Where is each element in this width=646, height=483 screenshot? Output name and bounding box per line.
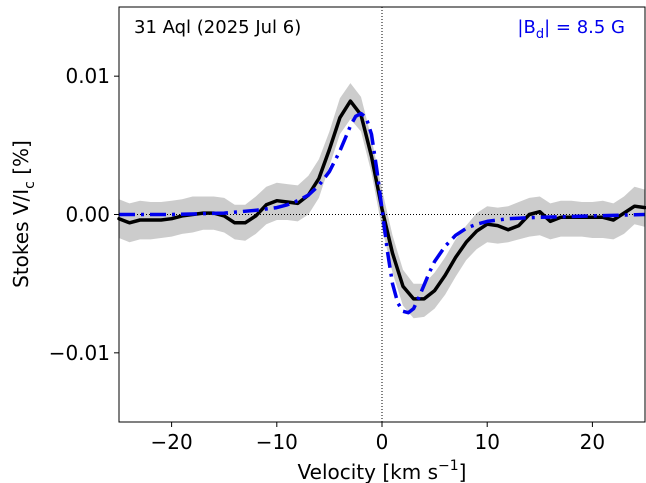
y-axis-label: Stokes V/Ic [%] — [9, 140, 38, 288]
observed-profile-line — [117, 99, 646, 301]
model-profile-line — [119, 111, 646, 315]
x-tick-label: −10 — [256, 430, 298, 454]
axis-ticks: −20 −10 0 10 20 0.01 0.00 −0.01 — [49, 64, 605, 454]
y-tick-label: 0.01 — [65, 64, 110, 88]
x-axis-label: Velocity [km s−1] — [298, 458, 467, 483]
y-tick-label: −0.01 — [49, 341, 110, 365]
x-tick-label: 20 — [580, 430, 605, 454]
x-tick-label: 0 — [376, 430, 389, 454]
x-tick-label: 10 — [474, 430, 499, 454]
plot-area — [117, 7, 646, 422]
star-annotation: 31 Aql (2025 Jul 6) — [134, 17, 301, 38]
x-tick-label: −20 — [150, 430, 192, 454]
field-annotation: |Bd| = 8.5 G — [517, 17, 625, 42]
y-tick-label: 0.00 — [65, 203, 110, 227]
